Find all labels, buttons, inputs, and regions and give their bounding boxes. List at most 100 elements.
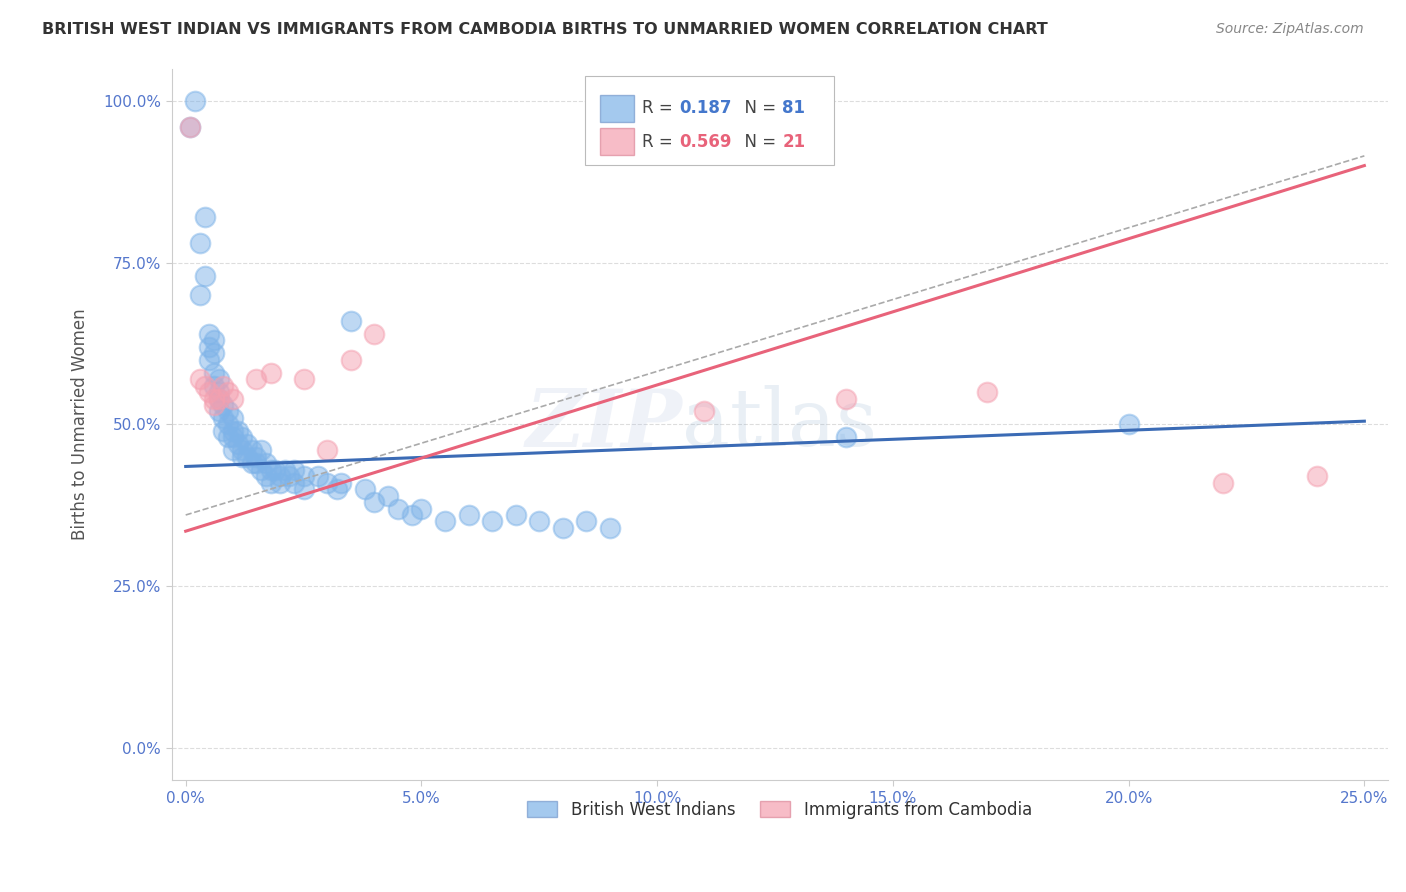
- Point: [208, 372, 231, 386]
- Point: [254, 456, 277, 470]
- Point: [264, 463, 287, 477]
- Point: [188, 236, 211, 251]
- Point: [339, 314, 361, 328]
- Point: [529, 515, 551, 529]
- Point: [278, 469, 301, 483]
- Point: [226, 424, 249, 438]
- Point: [208, 404, 231, 418]
- Point: [222, 430, 245, 444]
- Point: [193, 211, 215, 225]
- Point: [330, 475, 353, 490]
- Point: [179, 120, 201, 134]
- Point: [240, 456, 263, 470]
- Point: [401, 508, 423, 522]
- Point: [250, 443, 273, 458]
- Point: [1212, 475, 1234, 490]
- Point: [835, 392, 858, 406]
- Text: 21: 21: [782, 133, 806, 151]
- Point: [240, 443, 263, 458]
- Point: [179, 120, 201, 134]
- Point: [184, 94, 207, 108]
- Point: [212, 398, 235, 412]
- Text: 81: 81: [782, 99, 806, 117]
- Text: N =: N =: [734, 99, 780, 117]
- Text: BRITISH WEST INDIAN VS IMMIGRANTS FROM CAMBODIA BIRTHS TO UNMARRIED WOMEN CORREL: BRITISH WEST INDIAN VS IMMIGRANTS FROM C…: [42, 22, 1047, 37]
- Text: Source: ZipAtlas.com: Source: ZipAtlas.com: [1216, 22, 1364, 37]
- Point: [198, 340, 221, 354]
- Point: [1306, 469, 1329, 483]
- Point: [363, 326, 385, 341]
- Point: [411, 501, 433, 516]
- Point: [259, 463, 281, 477]
- Point: [250, 463, 273, 477]
- Point: [222, 443, 245, 458]
- Point: [217, 404, 239, 418]
- Point: [283, 475, 305, 490]
- Point: [198, 326, 221, 341]
- Point: [292, 469, 315, 483]
- Point: [188, 372, 211, 386]
- Point: [208, 392, 231, 406]
- Point: [222, 411, 245, 425]
- Text: R =: R =: [643, 133, 678, 151]
- Point: [457, 508, 479, 522]
- Point: [551, 521, 574, 535]
- Point: [307, 469, 329, 483]
- Point: [259, 366, 281, 380]
- Point: [254, 469, 277, 483]
- Point: [259, 475, 281, 490]
- Point: [193, 378, 215, 392]
- Point: [208, 385, 231, 400]
- Point: [217, 417, 239, 432]
- Point: [269, 469, 291, 483]
- Text: 0.187: 0.187: [679, 99, 731, 117]
- Point: [236, 437, 259, 451]
- Point: [231, 430, 253, 444]
- Point: [1118, 417, 1140, 432]
- Point: [353, 482, 375, 496]
- Point: [245, 456, 267, 470]
- Legend: British West Indians, Immigrants from Cambodia: British West Indians, Immigrants from Ca…: [520, 794, 1039, 825]
- Point: [599, 521, 621, 535]
- Point: [325, 482, 347, 496]
- Point: [212, 411, 235, 425]
- Bar: [600, 128, 634, 155]
- Point: [976, 385, 998, 400]
- Point: [198, 352, 221, 367]
- Point: [433, 515, 456, 529]
- Y-axis label: Births to Unmarried Women: Births to Unmarried Women: [72, 309, 89, 541]
- Text: R =: R =: [643, 99, 678, 117]
- Point: [481, 515, 503, 529]
- Point: [208, 392, 231, 406]
- Point: [202, 346, 225, 360]
- Point: [283, 463, 305, 477]
- Point: [202, 333, 225, 347]
- Point: [188, 288, 211, 302]
- Point: [222, 392, 245, 406]
- Point: [198, 385, 221, 400]
- Point: [575, 515, 598, 529]
- Point: [231, 443, 253, 458]
- Point: [387, 501, 409, 516]
- Point: [292, 482, 315, 496]
- Point: [273, 463, 295, 477]
- Point: [222, 424, 245, 438]
- Point: [212, 424, 235, 438]
- Point: [202, 398, 225, 412]
- Point: [363, 495, 385, 509]
- Point: [231, 450, 253, 464]
- Point: [316, 475, 339, 490]
- Point: [339, 352, 361, 367]
- Point: [193, 268, 215, 283]
- Point: [245, 450, 267, 464]
- Text: N =: N =: [734, 133, 780, 151]
- Point: [292, 372, 315, 386]
- Text: ZIP: ZIP: [526, 385, 682, 463]
- Point: [693, 404, 716, 418]
- Point: [226, 437, 249, 451]
- Point: [269, 475, 291, 490]
- Point: [217, 430, 239, 444]
- FancyBboxPatch shape: [585, 76, 835, 165]
- Point: [212, 378, 235, 392]
- Point: [835, 430, 858, 444]
